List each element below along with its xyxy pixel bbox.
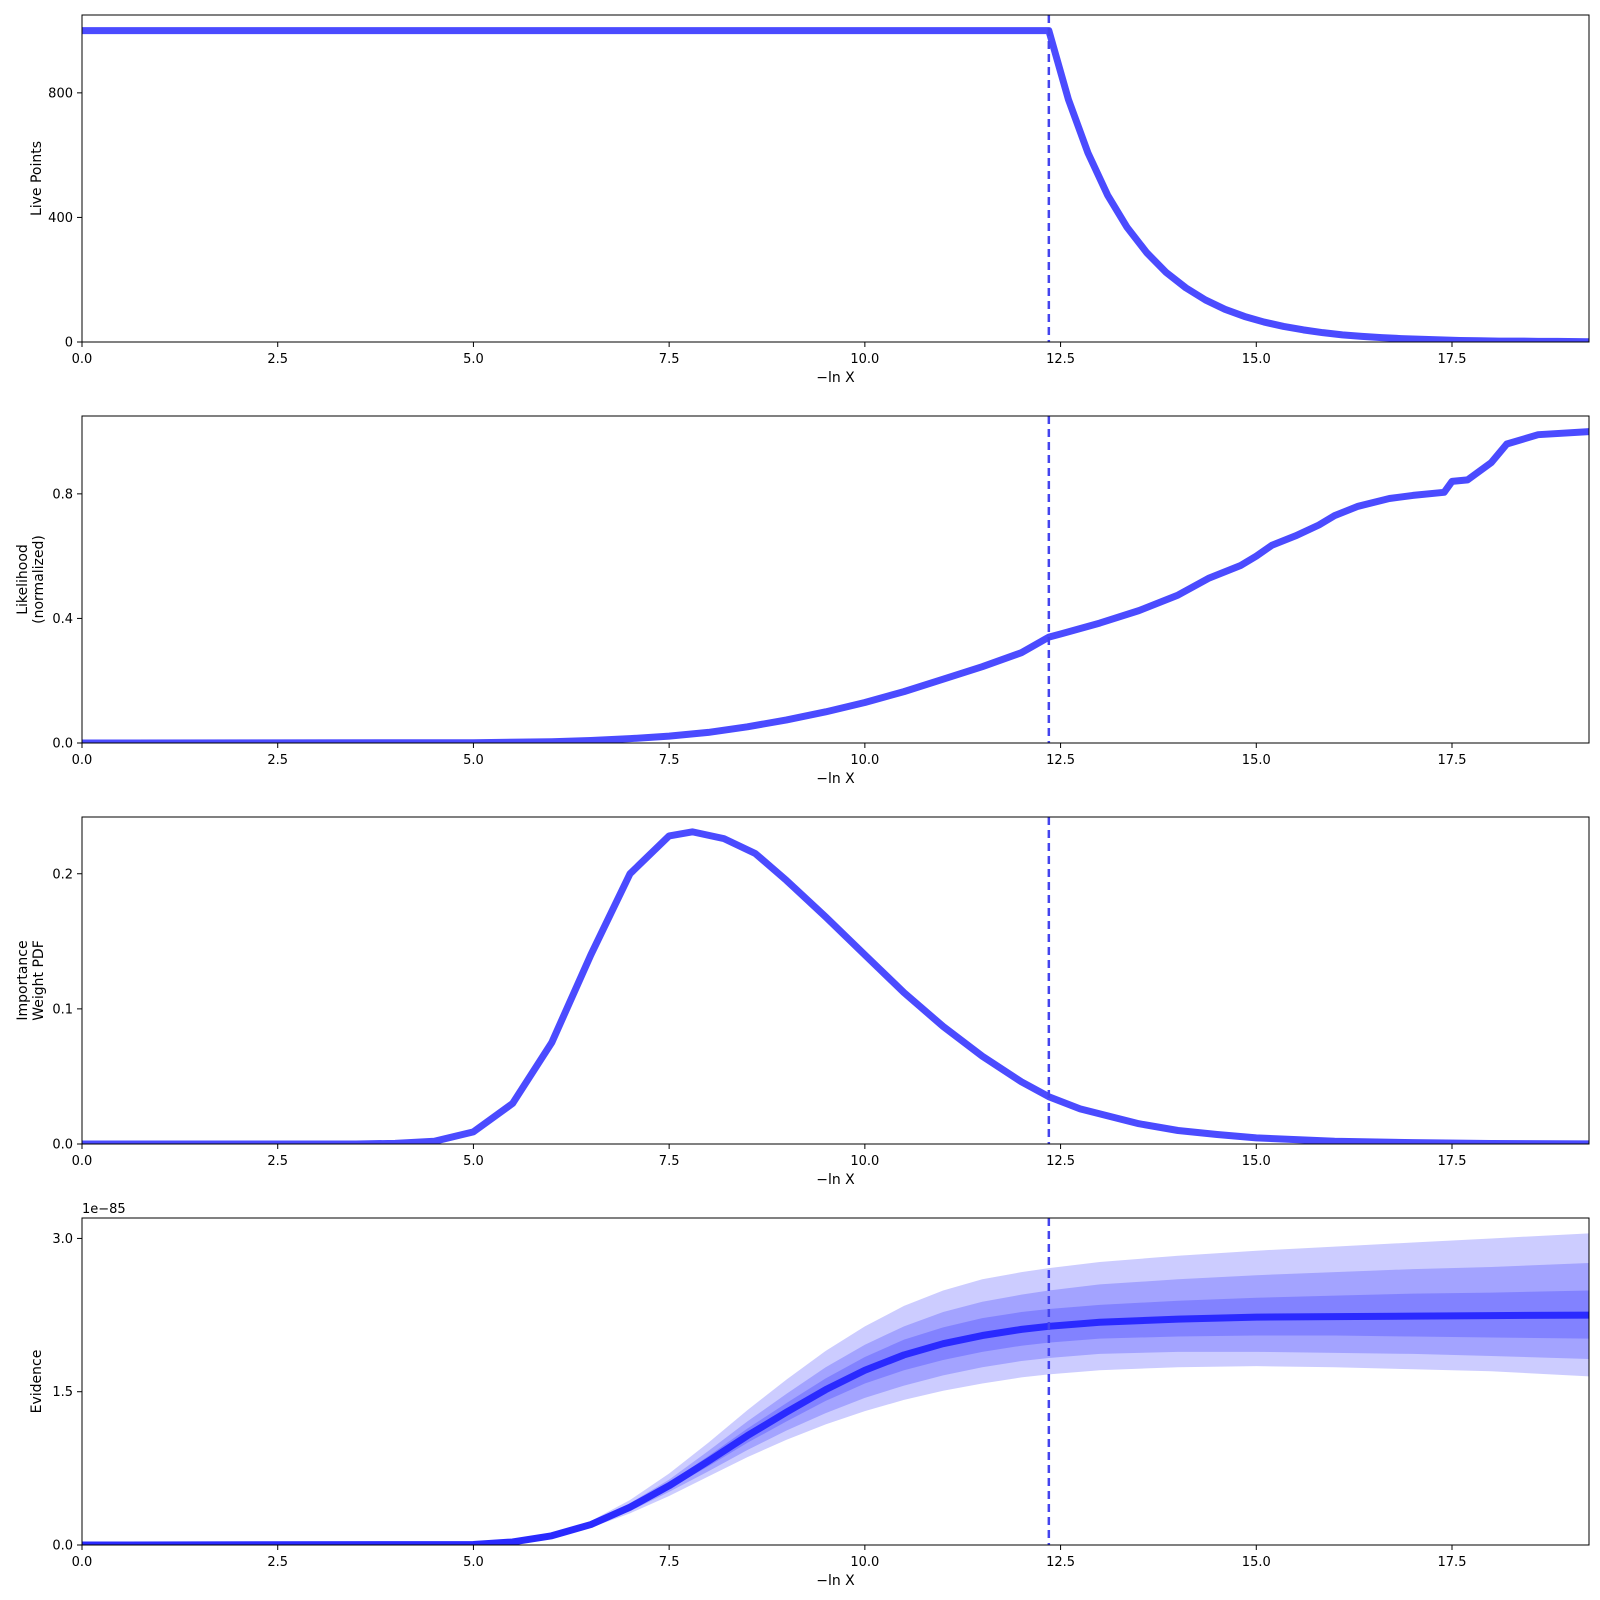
importance-weight-line [82,828,1589,1144]
y-tick-label: 0.2 [52,867,73,882]
x-axis-label: −ln X [816,1573,855,1589]
y-tick-label: 0.0 [52,1138,73,1153]
x-tick-label: 5.0 [463,1555,484,1570]
axes-frame [81,415,1590,744]
x-tick-label: 0.0 [72,753,93,768]
x-tick-label: 10.0 [850,753,879,768]
x-tick-label: 17.5 [1438,753,1467,768]
y-tick-label: 0.0 [52,737,73,752]
x-tick-label: 2.5 [267,1154,288,1169]
x-tick-label: 15.0 [1242,1154,1271,1169]
x-axis-label: −ln X [816,370,855,386]
plot-area [82,416,1589,743]
x-tick-label: 17.5 [1438,1154,1467,1169]
evidence-band-3-sigma [82,1233,1589,1545]
x-tick-label: 17.5 [1438,1555,1467,1570]
x-tick-label: 7.5 [659,753,680,768]
x-axis-label: −ln X [816,1172,855,1188]
y-tick-label: 0 [65,336,73,351]
x-tick-label: 0.0 [72,1555,93,1570]
x-axis-label: −ln X [816,771,855,787]
x-tick-label: 2.5 [267,753,288,768]
y-tick-label: 0.0 [52,1539,73,1554]
x-tick-label: 12.5 [1046,753,1075,768]
y-tick-label: 3.0 [52,1232,73,1247]
x-tick-label: 5.0 [463,1154,484,1169]
x-tick-label: 12.5 [1046,1555,1075,1570]
x-tick-label: 10.0 [850,1154,879,1169]
x-tick-label: 7.5 [659,1154,680,1169]
x-tick-label: 0.0 [72,352,93,367]
y-axis-label: Likelihood [15,544,31,615]
likelihood-line [82,428,1589,743]
x-tick-label: 5.0 [463,352,484,367]
y-tick-label: 0.8 [52,487,73,502]
x-tick-label: 7.5 [659,352,680,367]
x-tick-label: 15.0 [1242,753,1271,768]
y-tick-label: 400 [48,211,73,226]
plot-area [82,817,1589,1144]
x-tick-label: 7.5 [659,1555,680,1570]
y-tick-label: 0.4 [52,612,73,627]
axes-frame [81,816,1590,1145]
x-tick-label: 10.0 [850,352,879,367]
y-axis-label: Evidence [29,1350,45,1414]
y-tick-label: 800 [48,86,73,101]
y-tick-label: 0.1 [52,1002,73,1017]
x-tick-label: 0.0 [72,1154,93,1169]
panel-evidence: 0.0 2.5 5.0 7.5 10.0 12.5 15.0 17.5 0.0 1.5 3.0 −ln… [29,1202,1590,1589]
live-points-line [82,27,1589,342]
x-tick-label: 12.5 [1046,352,1075,367]
y-axis-label: Importance [15,940,31,1020]
x-tick-label: 12.5 [1046,1154,1075,1169]
evidence-median-line [82,1311,1589,1545]
x-tick-label: 2.5 [267,1555,288,1570]
x-tick-label: 17.5 [1438,352,1467,367]
x-tick-label: 15.0 [1242,1555,1271,1570]
x-tick-label: 2.5 [267,352,288,367]
y-axis-label: Live Points [29,141,45,216]
x-tick-label: 5.0 [463,753,484,768]
evidence-band-2-sigma [82,1262,1589,1545]
x-tick-label: 10.0 [850,1555,879,1570]
axes-frame [81,14,1590,343]
panel-importance-weight: 0.0 2.5 5.0 7.5 10.0 12.5 15.0 17.5 0.0 0.1 0.2 −ln… [15,816,1590,1188]
y-tick-label: 1.5 [52,1385,73,1400]
panel-live-points: 0.0 2.5 5.0 7.5 10.0 12.5 15.0 17.5 0 400 800 −ln X… [29,14,1590,386]
plot-area [82,1218,1589,1545]
y-offset-label: 1e−85 [82,1202,126,1217]
panel-likelihood: 0.0 2.5 5.0 7.5 10.0 12.5 15.0 17.5 0.0 0.4 0.8 −ln… [15,415,1590,787]
plot-area [82,15,1589,342]
axes-frame [81,1217,1590,1546]
y-axis-label: Weight PDF [31,940,47,1021]
x-tick-label: 15.0 [1242,352,1271,367]
y-axis-label: (normalized) [31,535,47,624]
